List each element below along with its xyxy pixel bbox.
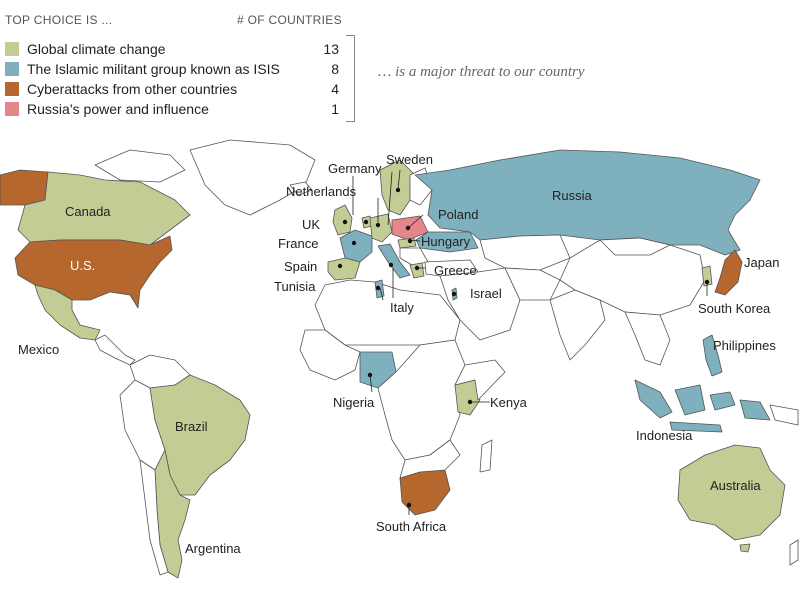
region-hungary <box>397 237 417 249</box>
region-australia <box>677 444 786 541</box>
label-tunisia: Tunisia <box>274 279 316 294</box>
legend-count: 1 <box>331 101 339 117</box>
region-france <box>339 229 373 263</box>
region-iceland <box>289 181 313 196</box>
label-canada: Canada <box>65 204 111 219</box>
legend-item-russia: Russia’s power and influence 1 <box>5 100 345 118</box>
region-horn-africa <box>454 359 506 401</box>
label-us: U.S. <box>70 258 95 273</box>
label-philippines: Philippines <box>713 338 776 353</box>
region-canada <box>17 171 191 246</box>
region-central-africa <box>377 339 466 461</box>
region-new-zealand <box>789 539 799 566</box>
region-germany <box>369 213 393 243</box>
label-france: France <box>278 236 318 251</box>
label-australia: Australia <box>710 478 761 493</box>
region-uk <box>332 204 353 236</box>
region-india <box>549 289 606 361</box>
legend-swatch <box>5 82 19 96</box>
label-brazil: Brazil <box>175 419 208 434</box>
label-greece: Greece <box>434 263 477 278</box>
region-mongolia <box>599 237 671 256</box>
label-argentina: Argentina <box>185 541 241 556</box>
region-italy <box>377 243 411 279</box>
label-south-africa: South Africa <box>376 519 447 534</box>
region-iran-afghan <box>504 267 561 301</box>
legend-item-isis: The Islamic militant group known as ISIS… <box>5 60 345 78</box>
region-greenland <box>189 139 316 216</box>
legend-label: The Islamic militant group known as ISIS <box>27 61 280 77</box>
legend-count: 8 <box>331 61 339 77</box>
region-indonesia <box>634 379 771 433</box>
region-kazakhstan <box>479 234 571 271</box>
legend-count: 4 <box>331 81 339 97</box>
label-italy: Italy <box>390 300 414 315</box>
region-madagascar <box>479 439 493 473</box>
legend-count: 13 <box>323 41 339 57</box>
region-north-africa <box>314 279 461 346</box>
legend-swatch <box>5 102 19 116</box>
legend-swatch <box>5 62 19 76</box>
region-scandinavia <box>379 159 416 216</box>
label-uk: UK <box>302 217 320 232</box>
label-germany: Germany <box>328 161 382 176</box>
legend-label: Cyberattacks from other countries <box>27 81 238 97</box>
label-sweden: Sweden <box>386 152 433 167</box>
region-west-africa <box>299 329 361 381</box>
label-hungary: Hungary <box>421 234 471 249</box>
label-indonesia: Indonesia <box>636 428 693 443</box>
legend-count-heading: # OF COUNTRIES <box>237 13 342 27</box>
label-nigeria: Nigeria <box>333 395 375 410</box>
region-southern-africa <box>399 439 461 479</box>
legend-label: Global climate change <box>27 41 166 57</box>
legend-bracket <box>346 35 355 122</box>
region-central-america <box>94 334 136 366</box>
label-spain: Spain <box>284 259 317 274</box>
threat-note: … is a major threat to our country <box>378 64 585 80</box>
label-russia: Russia <box>552 188 593 203</box>
label-netherlands: Netherlands <box>286 184 357 199</box>
region-mexico <box>34 284 101 341</box>
region-south-korea <box>701 265 713 287</box>
region-middle-east <box>439 267 521 341</box>
region-balkans <box>399 247 429 266</box>
label-poland: Poland <box>438 207 478 222</box>
region-papua <box>769 404 799 426</box>
legend-item-climate: Global climate change 13 <box>5 40 345 58</box>
region-tasmania <box>739 543 751 553</box>
region-philippines <box>702 334 723 377</box>
label-japan: Japan <box>744 255 779 270</box>
region-greece <box>409 262 425 279</box>
label-mexico: Mexico <box>18 342 59 357</box>
label-south-korea: South Korea <box>698 301 771 316</box>
label-israel: Israel <box>470 286 502 301</box>
region-japan <box>714 249 743 296</box>
region-se-asia <box>624 311 671 366</box>
region-alaska <box>0 169 49 206</box>
region-chile <box>139 459 169 576</box>
label-kenya: Kenya <box>490 395 528 410</box>
legend-heading: TOP CHOICE IS ... <box>5 13 113 27</box>
legend-item-cyber: Cyberattacks from other countries 4 <box>5 80 345 98</box>
legend-swatch <box>5 42 19 56</box>
region-south-africa <box>399 469 451 516</box>
region-arctic-islands <box>94 149 186 183</box>
region-russia <box>414 149 761 256</box>
region-spain <box>327 257 361 281</box>
legend-label: Russia’s power and influence <box>27 101 209 117</box>
